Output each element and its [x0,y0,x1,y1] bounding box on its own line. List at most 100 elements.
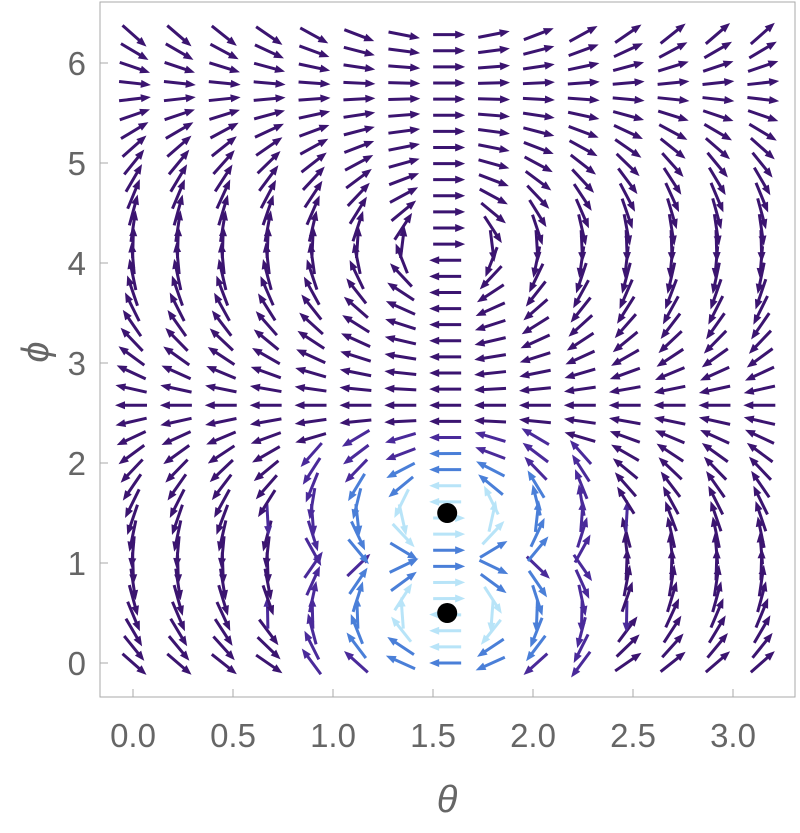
arrow-head [587,26,598,34]
arrow-head [634,78,644,86]
arrow-head [762,615,771,626]
arrow-head [497,541,508,550]
arrow-head [578,623,586,633]
arrow-head [632,43,643,51]
arrow-head [766,132,777,141]
arrow-head [429,256,439,264]
arrow-head [184,109,195,117]
arrow-head [230,80,240,88]
arrow-head [655,430,666,438]
arrow-head [250,384,261,392]
arrow-head [385,436,396,444]
arrow-head [474,401,484,409]
arrow-head [429,433,439,441]
arrow-head [410,79,420,87]
arrow-head [179,164,188,175]
arrow-head [533,252,541,262]
arrow-head [588,44,599,52]
arrow-head [668,252,676,262]
arrow-head [699,387,710,395]
arrow-head [654,401,664,409]
arrow-head [160,401,170,409]
arrow-head [185,94,195,102]
arrow-head [543,147,554,154]
arrow-head [753,314,761,325]
arrow-head [138,51,149,60]
arrow-head [339,401,349,409]
arrow-head [115,419,126,427]
arrow-head [708,314,716,325]
arrow-head [455,595,465,603]
arrow-head [410,64,420,72]
arrow-head [743,401,753,409]
arrow-head [753,486,761,497]
arrow-head [762,185,770,196]
arrow-head [663,486,671,497]
arrow-head [498,566,509,574]
arrow-head [679,78,689,86]
arrow-head [520,356,531,364]
arrow-head [386,301,397,309]
arrow-head [339,418,349,426]
arrow-head [768,61,779,69]
arrow-head [160,419,171,427]
arrow-head [519,417,529,425]
arrow-head [590,78,600,86]
arrow-head [455,578,465,586]
arrow-head [252,454,263,462]
arrow-head [429,482,439,490]
arrow-head [429,385,439,393]
arrow-head [724,78,734,86]
arrow-head [700,373,711,381]
arrow-head [500,62,510,70]
arrow-head [455,31,465,39]
arrow-head [528,470,537,481]
arrow-head [543,28,554,35]
arrow-head [125,292,133,303]
y-tick-label: 2 [68,445,86,482]
arrow-head [264,574,272,584]
arrow-head [455,160,465,168]
x-tick-label: 3.0 [710,717,756,754]
arrow-head [342,438,353,447]
arrow-head [295,436,306,444]
arrow-head [184,66,195,74]
arrow-head [252,348,263,356]
arrow-head [409,142,420,150]
arrow-head [455,224,465,232]
arrow-head [365,110,375,118]
arrow-head [574,652,582,663]
arrow-head [410,95,420,103]
arrow-head [340,351,351,359]
arrow-head [129,574,137,584]
arrow-head [357,540,365,551]
arrow-head [544,129,555,137]
arrow-head [183,51,194,59]
arrow-head [455,63,465,71]
arrow-head [429,321,439,329]
arrow-head [663,314,671,325]
arrow-head [429,466,439,474]
arrow-head [455,562,465,570]
arrow-head [320,80,330,88]
arrow-head [713,252,721,262]
arrow-head [341,333,352,341]
arrow-head [633,113,644,121]
arrow-head [745,373,756,381]
arrow-head [386,656,397,664]
arrow-head [708,486,716,497]
arrow-head [519,371,530,379]
arrow-head [140,94,150,102]
arrow-head [365,95,375,103]
arrow-head [228,123,239,131]
arrow-head [634,96,644,104]
x-tick-label: 0.0 [110,717,156,754]
arrow-head [565,431,576,439]
arrow-head [268,180,276,191]
x-tick-label: 2.5 [610,717,656,754]
arrow-head [610,372,621,380]
arrow-head [219,574,227,584]
arrow-head [429,401,439,409]
arrow-head [564,416,574,424]
arrow-head [179,636,188,647]
